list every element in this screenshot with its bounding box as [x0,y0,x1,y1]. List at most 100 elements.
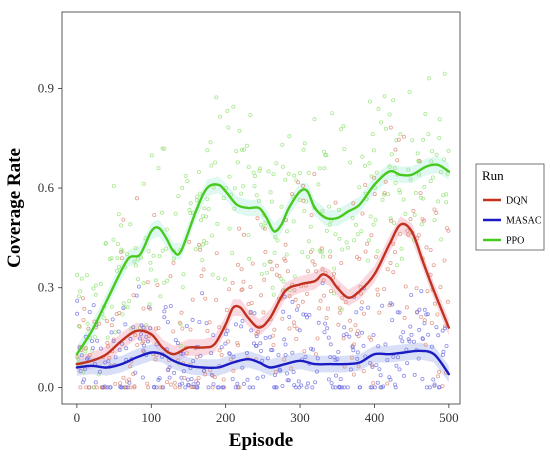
point-masac [116,329,121,334]
point-ppo [75,272,80,277]
point-masac [355,356,360,361]
point-dqn [274,263,279,268]
point-ppo [91,286,96,291]
plot-frame [61,11,461,405]
point-dqn [388,260,393,265]
point-ppo [76,294,81,299]
point-dqn [145,381,150,386]
point-dqn [261,310,266,315]
point-ppo [408,177,413,182]
point-dqn [404,305,409,310]
point-ppo [178,321,183,326]
point-dqn [363,249,368,254]
point-masac [127,380,132,385]
point-ppo [392,220,397,225]
point-dqn [142,349,147,354]
point-masac [417,327,422,332]
point-ppo [297,171,302,176]
point-ppo [79,276,84,281]
point-dqn [382,287,387,292]
point-ppo [81,369,86,374]
point-masac [397,367,402,372]
point-masac [307,312,312,317]
point-dqn [388,125,393,130]
point-dqn [422,318,427,323]
point-masac [336,349,341,354]
point-masac [145,339,150,344]
point-dqn [205,328,210,333]
point-dqn [87,385,92,390]
legend-label: DQN [506,196,528,207]
point-dqn [358,291,363,296]
point-dqn [214,251,219,256]
point-dqn [365,241,370,246]
point-dqn [372,175,377,180]
point-ppo [392,166,397,171]
point-dqn [190,297,195,302]
point-masac [400,339,405,344]
point-ppo [401,197,406,202]
point-masac [231,354,236,359]
point-ppo [111,183,116,188]
point-masac [405,361,410,366]
point-ppo [151,253,156,258]
point-ppo [222,277,227,282]
point-masac [251,341,256,346]
point-masac [240,318,245,323]
point-dqn [86,326,91,331]
point-masac [394,363,399,368]
point-masac [241,381,246,386]
point-dqn [328,289,333,294]
point-ppo [350,215,355,220]
point-masac [371,332,376,337]
point-masac [370,364,375,369]
point-ppo [213,160,218,165]
point-dqn [336,322,341,327]
point-masac [274,385,279,390]
point-ppo [121,301,126,306]
point-masac [221,385,226,390]
point-masac [338,377,343,382]
point-ppo [403,211,408,216]
point-ppo [253,174,258,179]
point-dqn [285,269,290,274]
point-dqn [331,271,336,276]
point-masac [333,373,338,378]
point-dqn [171,260,176,265]
point-masac [175,340,180,345]
point-dqn [272,327,277,332]
point-dqn [440,384,445,389]
point-masac [216,385,221,390]
point-masac [79,353,84,358]
point-ppo [160,146,165,151]
point-dqn [188,327,193,332]
point-ppo [116,241,121,246]
point-masac [249,328,254,333]
point-dqn [396,137,401,142]
point-masac [167,375,172,380]
point-masac [335,357,340,362]
point-masac [197,319,202,324]
point-dqn [210,385,215,390]
point-dqn [445,299,450,304]
point-masac [297,385,302,390]
point-ppo [320,249,325,254]
point-ppo [318,249,323,254]
point-ppo [387,164,392,169]
point-masac [348,367,353,372]
point-dqn [113,381,118,386]
point-ppo [353,222,358,227]
point-ppo [444,200,449,205]
point-dqn [228,357,233,362]
point-masac [95,338,100,343]
point-ppo [407,90,412,95]
point-masac [293,385,298,390]
point-masac [283,353,288,358]
point-dqn [165,380,170,385]
point-ppo [138,255,143,260]
point-dqn [318,298,323,303]
point-ppo [254,193,259,198]
point-masac [278,368,283,373]
point-dqn [133,332,138,337]
point-ppo [274,161,279,166]
